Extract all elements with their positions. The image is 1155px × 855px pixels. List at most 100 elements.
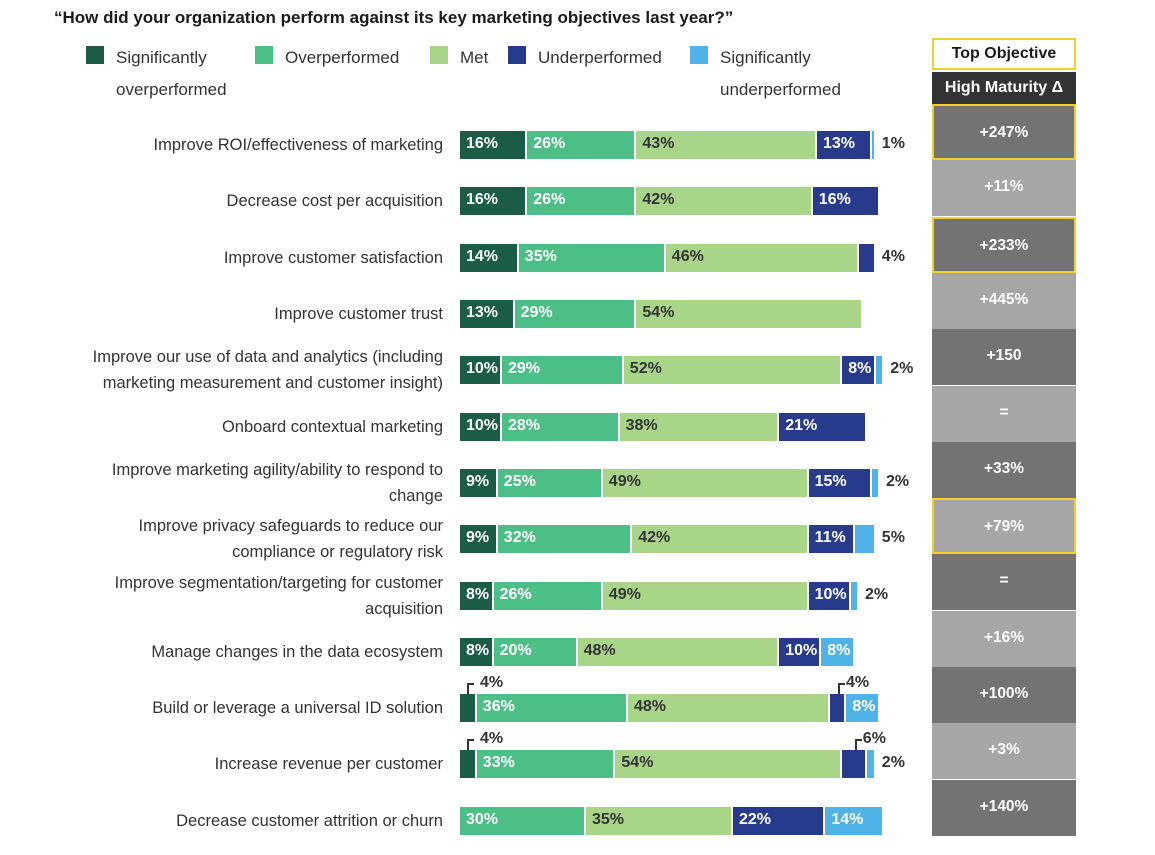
data-label: 6% xyxy=(862,730,886,748)
data-label: 5% xyxy=(881,529,905,547)
bar-segment xyxy=(476,694,626,723)
data-label: 54% xyxy=(621,754,654,772)
data-label: 14% xyxy=(831,810,864,828)
bar-segment xyxy=(632,525,807,554)
category-label: marketing measurement and customer insig… xyxy=(102,374,443,393)
legend-label-line2: overperformed xyxy=(116,80,227,99)
data-label: 14% xyxy=(466,247,499,265)
bar-segment xyxy=(808,525,853,554)
data-label: 2% xyxy=(881,754,905,772)
category-label: Improve marketing agility/ability to res… xyxy=(111,460,443,479)
data-label: 48% xyxy=(634,698,667,716)
bar-segment xyxy=(460,581,492,610)
bar-segment xyxy=(825,806,883,835)
data-label: 30% xyxy=(466,810,499,828)
data-label: 38% xyxy=(625,416,658,434)
legend-label-line2: underperformed xyxy=(720,80,841,99)
data-label: 2% xyxy=(865,585,889,603)
data-label: 2% xyxy=(886,472,910,490)
chart-title: “How did your organization perform again… xyxy=(54,8,734,27)
data-label: 32% xyxy=(503,529,536,547)
label-bracket xyxy=(467,683,475,695)
data-label: 2% xyxy=(890,360,914,378)
delta-cell: +140% xyxy=(932,779,1076,836)
bar-segment xyxy=(460,187,526,216)
bar-segment xyxy=(460,525,496,554)
bar-segment xyxy=(460,806,584,835)
bar-segment xyxy=(460,750,475,779)
legend-label: Overperformed xyxy=(285,48,400,67)
delta-cell: +11% xyxy=(932,160,1076,217)
bar-segment xyxy=(460,243,517,272)
bar-segment xyxy=(460,468,496,497)
bar-segment xyxy=(871,131,874,160)
delta-cell: +79% xyxy=(932,498,1076,555)
data-label: 35% xyxy=(592,810,625,828)
data-label: 49% xyxy=(608,472,641,490)
bar-segment xyxy=(733,806,824,835)
data-label: 21% xyxy=(785,416,818,434)
data-label: 13% xyxy=(823,135,856,153)
bar-segment xyxy=(779,637,820,666)
bar-segment xyxy=(460,412,500,441)
legend-label: Significantly xyxy=(116,48,207,67)
bar-segment xyxy=(636,187,811,216)
bar-segment xyxy=(636,300,862,329)
bar-segment xyxy=(854,525,874,554)
data-label: 11% xyxy=(814,529,846,547)
data-label: 29% xyxy=(508,360,541,378)
delta-cell: +100% xyxy=(932,667,1076,723)
category-label: Improve privacy safeguards to reduce our xyxy=(138,517,444,536)
bar-segment xyxy=(502,356,622,385)
bar-segment xyxy=(527,131,635,160)
bar-segment xyxy=(842,356,874,385)
data-label: 8% xyxy=(466,641,490,659)
data-label: 9% xyxy=(466,529,490,547)
data-label: 8% xyxy=(827,641,851,659)
data-label: 10% xyxy=(466,416,499,434)
bar-segment xyxy=(867,750,874,779)
bar-segment xyxy=(460,131,526,160)
bar-segment xyxy=(665,243,857,272)
label-bracket xyxy=(467,739,475,751)
data-label: 8% xyxy=(848,360,872,378)
legend-label: Significantly xyxy=(720,48,811,67)
delta-cell: = xyxy=(932,385,1076,442)
legend-swatch xyxy=(86,46,104,64)
data-label: 15% xyxy=(814,472,847,490)
data-label: 4% xyxy=(480,730,504,748)
delta-cell: +16% xyxy=(932,610,1076,667)
category-label: Improve ROI/effectiveness of marketing xyxy=(153,136,443,155)
bar-segment xyxy=(619,412,778,441)
legend-swatch xyxy=(690,46,708,64)
bar-segment xyxy=(623,356,841,385)
delta-cell: = xyxy=(932,554,1076,611)
delta-cell: +150 xyxy=(932,329,1076,386)
bar-segment xyxy=(502,412,618,441)
bar-segment xyxy=(615,750,841,779)
category-label: compliance or regulatory risk xyxy=(232,543,443,562)
data-label: 16% xyxy=(466,191,499,209)
legend-swatch xyxy=(430,46,448,64)
bar-segment xyxy=(514,300,635,329)
category-label: change xyxy=(388,486,443,505)
bar-segment xyxy=(602,468,807,497)
data-label: 28% xyxy=(508,416,541,434)
data-label: 10% xyxy=(785,641,818,659)
data-label: 4% xyxy=(846,674,870,692)
category-label: Improve customer trust xyxy=(274,305,443,324)
category-label: Improve our use of data and analytics (i… xyxy=(92,348,443,367)
bar-segment xyxy=(779,412,866,441)
bar-segment xyxy=(460,637,492,666)
bar-segment xyxy=(842,750,866,779)
data-label: 20% xyxy=(499,641,532,659)
category-label: Improve segmentation/targeting for custo… xyxy=(114,573,443,592)
data-label: 26% xyxy=(499,585,532,603)
legend-label: Underperformed xyxy=(538,48,662,67)
data-label: 13% xyxy=(466,304,499,322)
delta-cell: +445% xyxy=(932,272,1076,329)
data-label: 36% xyxy=(482,698,515,716)
bar-segment xyxy=(527,187,635,216)
legend-label: Met xyxy=(460,48,489,67)
data-label: 54% xyxy=(642,304,675,322)
